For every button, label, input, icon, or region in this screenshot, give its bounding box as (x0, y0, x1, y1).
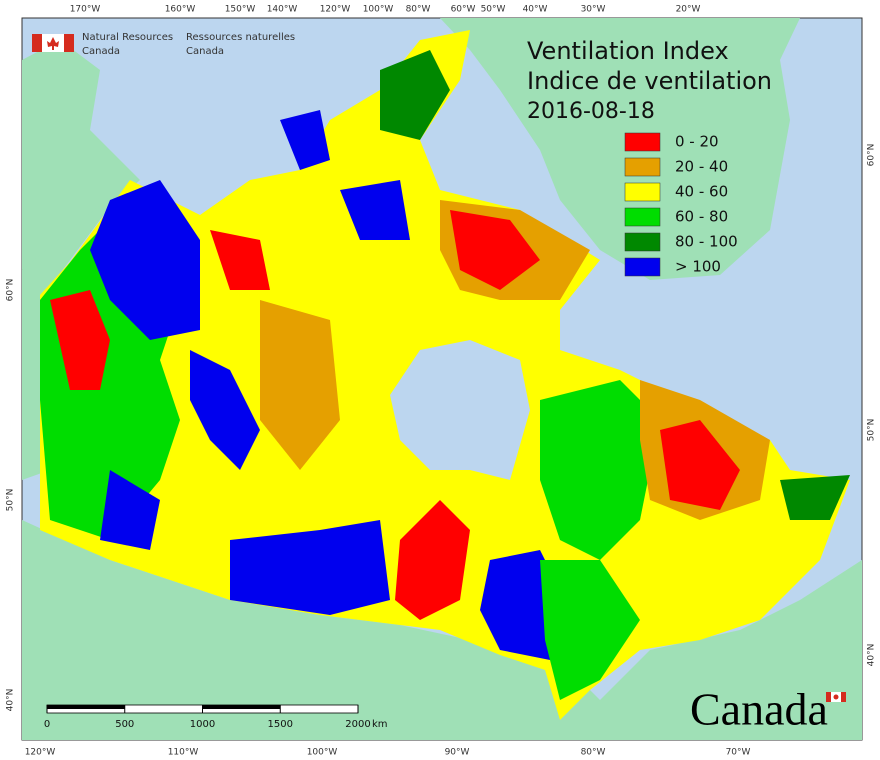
zone-green (540, 380, 660, 560)
graticule-label: 60°N (867, 144, 877, 167)
legend-swatch (624, 207, 661, 227)
agency-fr: Canada (186, 46, 224, 57)
agency-fr: Ressources naturelles (186, 32, 295, 43)
scale-label: 2000 (345, 719, 370, 730)
flag-bar (826, 692, 831, 702)
scale-label: 1500 (268, 719, 293, 730)
graticule-label: 60°W (451, 5, 476, 15)
graticule-label: 100°W (307, 748, 338, 758)
graticule-label: 40°N (867, 644, 877, 667)
agency-en: Canada (82, 46, 120, 57)
flag-bar (64, 34, 74, 52)
zone-blue (190, 350, 260, 470)
graticule-label: 70°W (726, 748, 751, 758)
legend-label: 0 - 20 (675, 133, 719, 151)
hudson-bay (390, 340, 530, 480)
graticule-label: 110°W (168, 748, 199, 758)
zone-blue (230, 520, 390, 615)
wordmark-flag (826, 692, 846, 702)
flag-bar (841, 692, 846, 702)
title-en: Ventilation Index (527, 37, 729, 65)
graticule-label: 50°N (867, 419, 877, 442)
zone-green (540, 560, 640, 700)
graticule-label: 40°N (6, 689, 16, 712)
legend-swatch (624, 182, 661, 202)
zone-red (210, 230, 270, 290)
scale-label: 1000 (190, 719, 215, 730)
scale-label: 0 (44, 719, 50, 730)
legend: 0 - 20 20 - 40 40 - 60 60 - 80 80 - 100 > 100 (624, 132, 738, 277)
legend-swatch (624, 232, 661, 252)
zone-orange (260, 300, 340, 470)
legend-label: 20 - 40 (675, 158, 728, 176)
graticule-label: 160°W (165, 5, 196, 15)
scale-segment (47, 705, 125, 709)
legend-swatch (624, 132, 661, 152)
maple-leaf (833, 694, 839, 700)
graticule-labels: 170°W 160°W 150°W 140°W 120°W 100°W 80°W 60°W 50… (6, 5, 877, 758)
agency-en: Natural Resources (82, 32, 173, 43)
legend-swatch (624, 257, 661, 277)
graticule-label: 90°W (445, 748, 470, 758)
title-fr: Indice de ventilation (527, 67, 772, 95)
zone-red (50, 290, 110, 390)
usa (22, 520, 862, 740)
greenland (440, 18, 800, 280)
scale-bar: 0 500 1000 1500 2000 km (44, 704, 388, 730)
graticule-label: 50°W (481, 5, 506, 15)
zone-red (450, 210, 540, 290)
alaska (22, 180, 130, 480)
graticule-label: 20°W (676, 5, 701, 15)
flag-bar (32, 34, 42, 52)
graticule-label: 80°W (406, 5, 431, 15)
graticule-label: 40°W (523, 5, 548, 15)
zone-blue (90, 180, 200, 340)
graticule-label: 170°W (70, 5, 101, 15)
legend-label: > 100 (675, 258, 721, 276)
graticule-label: 60°N (6, 279, 16, 302)
zone-blue (340, 180, 410, 240)
map-frame (21, 17, 863, 741)
legend-label: 40 - 60 (675, 183, 728, 201)
logo: Natural Resources Canada Ressources natu… (32, 32, 295, 57)
graticule-label: 50°N (6, 489, 16, 512)
graticule-label: 30°W (581, 5, 606, 15)
legend-label: 80 - 100 (675, 233, 738, 251)
graticule-label: 120°W (320, 5, 351, 15)
map-date: 2016-08-18 (527, 99, 655, 124)
legend-label: 60 - 80 (675, 208, 728, 226)
zone-darkgreen (780, 475, 850, 520)
graticule-label: 120°W (25, 748, 56, 758)
graticule-label: 80°W (581, 748, 606, 758)
zone-red (660, 420, 740, 510)
zone-red (395, 500, 470, 620)
scale-unit: km (372, 719, 388, 730)
maple-leaf (47, 37, 59, 50)
russia (22, 40, 140, 270)
zone-blue (280, 110, 330, 170)
legend-swatch (624, 157, 661, 177)
wordmark: Canada (690, 684, 828, 735)
scale-label: 500 (115, 719, 134, 730)
graticule-label: 150°W (225, 5, 256, 15)
zone-darkgreen (380, 50, 450, 140)
graticule-label: 100°W (363, 5, 394, 15)
graticule-label: 140°W (267, 5, 298, 15)
scale-segment (202, 705, 281, 709)
zone-blue (100, 470, 160, 550)
